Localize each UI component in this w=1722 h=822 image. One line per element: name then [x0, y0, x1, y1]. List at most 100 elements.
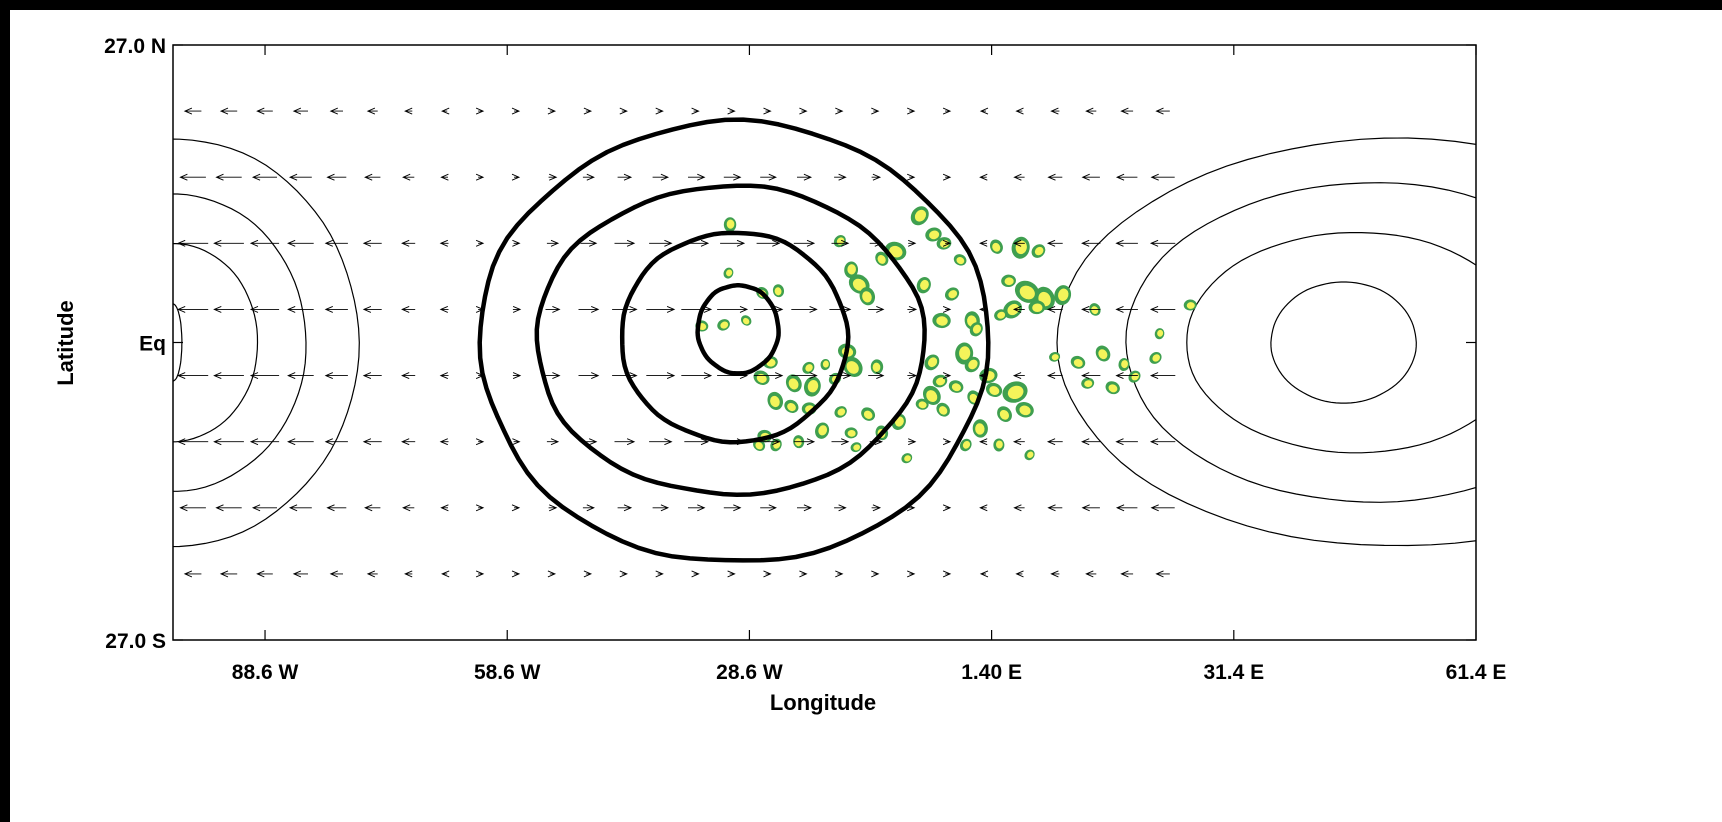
- wind-vector: [578, 372, 600, 380]
- wind-vector: [868, 305, 885, 313]
- wind-vector: [942, 570, 952, 578]
- wind-vector: [475, 107, 485, 115]
- wind-vector: [723, 173, 742, 181]
- wind-vector: [1149, 438, 1176, 446]
- wind-vector: [583, 107, 593, 115]
- wind-vector: [183, 570, 202, 578]
- wind-vector: [547, 570, 557, 578]
- wind-vector: [402, 173, 415, 181]
- wind-vector: [512, 239, 521, 247]
- wind-vector: [763, 107, 772, 115]
- x-axis-title: Longitude: [770, 690, 876, 715]
- precip-cell: [740, 315, 752, 326]
- thin-contour-east-1: [1270, 281, 1417, 404]
- wind-vector: [1115, 239, 1138, 247]
- wind-vector: [717, 305, 749, 313]
- wind-vector: [251, 173, 277, 181]
- wind-vector: [684, 239, 710, 247]
- wind-vector: [402, 504, 415, 512]
- wind-vector: [215, 173, 242, 181]
- wind-vector: [793, 438, 816, 446]
- wind-vector: [720, 438, 746, 446]
- wind-vector: [793, 239, 816, 247]
- precip-cell: [972, 419, 988, 438]
- wind-vector: [177, 305, 209, 313]
- wind-vector: [475, 239, 485, 247]
- precip-cell: [784, 399, 799, 414]
- wind-vector: [251, 504, 277, 512]
- precip-cell: [994, 309, 1007, 321]
- precip-cell: [1028, 300, 1046, 315]
- wind-vector: [511, 173, 521, 181]
- wind-vector: [401, 239, 416, 247]
- wind-vector: [475, 438, 485, 446]
- wind-vector: [548, 504, 558, 512]
- wind-vector: [681, 305, 713, 313]
- wind-vector: [324, 239, 348, 247]
- wind-vector: [614, 438, 636, 446]
- precip-cell: [1054, 285, 1072, 306]
- precip-cell: [1014, 280, 1040, 303]
- wind-vector: [799, 107, 808, 115]
- precip-cell: [803, 376, 821, 397]
- wind-vector: [404, 570, 413, 578]
- wind-vector: [756, 438, 781, 446]
- x-tick-label: 1.40 E: [961, 661, 1022, 684]
- wind-vector: [979, 570, 989, 578]
- wind-vector: [324, 372, 348, 380]
- wind-vector: [869, 438, 883, 446]
- wind-vector: [763, 570, 772, 578]
- wind-vector: [907, 305, 918, 313]
- wind-vector: [249, 438, 280, 446]
- thick-contour-1: [695, 283, 781, 376]
- wind-vector: [287, 438, 314, 446]
- wind-vector: [1015, 570, 1024, 578]
- wind-vector: [829, 305, 852, 313]
- x-tick-label: 28.6 W: [716, 661, 783, 684]
- wind-vector: [578, 305, 600, 313]
- wind-vector: [979, 504, 988, 512]
- precip-cell: [815, 422, 830, 439]
- wind-vector: [797, 504, 813, 512]
- wind-vector: [1115, 372, 1138, 380]
- wind-vector: [619, 107, 628, 115]
- precip-cell: [861, 407, 876, 421]
- x-tick-label: 61.4 E: [1446, 661, 1507, 684]
- precip-cell: [959, 438, 972, 452]
- wind-vector: [1046, 372, 1063, 380]
- wind-vector: [475, 173, 485, 181]
- wind-vector: [1155, 570, 1170, 578]
- wind-vector: [362, 305, 382, 313]
- precip-cell: [870, 359, 884, 375]
- wind-vector: [1081, 504, 1100, 512]
- precip-cell: [767, 391, 784, 410]
- wind-vector: [362, 372, 382, 380]
- thick-contour-3: [534, 183, 927, 498]
- wind-vector: [324, 305, 348, 313]
- wind-vector: [215, 504, 242, 512]
- wind-vector: [1046, 438, 1063, 446]
- precip-cell: [1031, 244, 1046, 258]
- wind-vector: [326, 173, 347, 181]
- precip-cell: [916, 277, 931, 294]
- thin-contour-east-4: [1056, 137, 1476, 547]
- wind-vector: [942, 173, 952, 181]
- thin-contour-group: [173, 137, 1476, 548]
- wind-vector: [1081, 239, 1101, 247]
- wind-vector: [791, 305, 818, 313]
- wind-vector: [582, 504, 595, 512]
- wind-vector: [756, 239, 781, 247]
- wind-vector: [646, 305, 676, 313]
- precip-cell: [820, 358, 831, 371]
- precip-cell: [993, 438, 1005, 452]
- wind-vector: [799, 570, 808, 578]
- wind-vector: [512, 438, 521, 446]
- wind-vector: [1155, 107, 1170, 115]
- precip-cell: [1002, 381, 1028, 403]
- y-axis-title: Latitude: [53, 300, 78, 386]
- wind-vector: [179, 173, 206, 181]
- wind-vector: [249, 239, 280, 247]
- wind-vector: [213, 239, 244, 247]
- wind-vector: [404, 107, 413, 115]
- wind-vector: [580, 438, 598, 446]
